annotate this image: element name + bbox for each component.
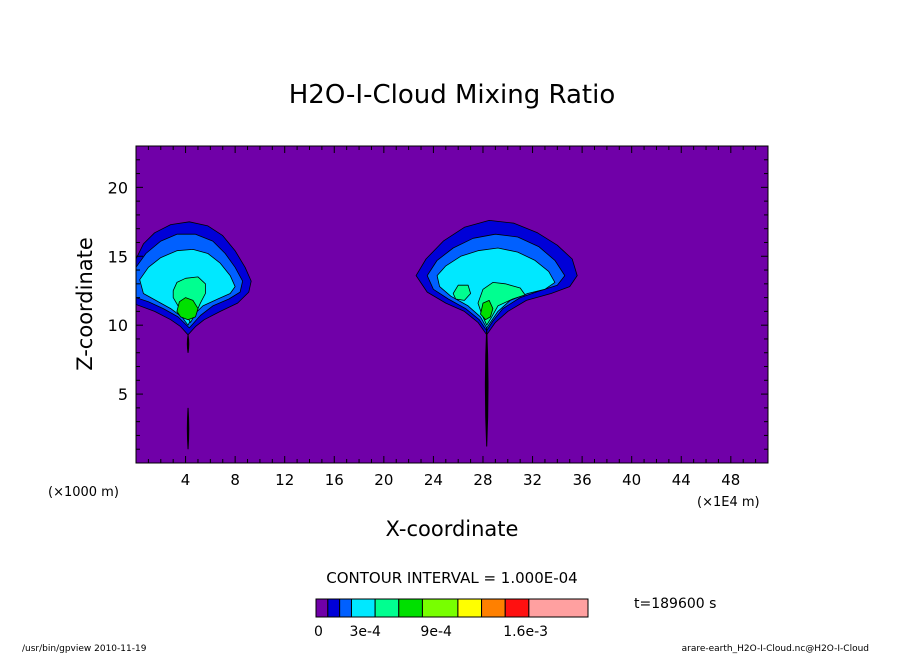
y-tick-label: 5 bbox=[118, 385, 128, 404]
cloud-2 bbox=[415, 220, 578, 447]
x-tick-label: 20 bbox=[374, 471, 393, 489]
colorbar-swatch bbox=[327, 598, 341, 618]
x-tick-label: 8 bbox=[230, 471, 240, 489]
contour-band-level-5 bbox=[452, 284, 471, 301]
colorbar-swatch bbox=[350, 598, 376, 618]
x-axis-label: X-coordinate bbox=[386, 517, 519, 541]
x-tick-label: 4 bbox=[181, 471, 191, 489]
colorbar-labels: 0 3e-4 9e-4 1.6e-3 bbox=[314, 624, 548, 640]
x-tick-label: 44 bbox=[672, 471, 691, 489]
y-tick-label: 15 bbox=[108, 247, 128, 266]
colorbar-swatch bbox=[504, 598, 530, 618]
cloud-1 bbox=[136, 221, 252, 450]
x-tick-label: 12 bbox=[275, 471, 294, 489]
y-tick-label: 20 bbox=[108, 178, 128, 197]
y-axis-label: Z-coordinate bbox=[73, 237, 97, 371]
x-tick-label: 16 bbox=[325, 471, 344, 489]
colorbar-swatch bbox=[398, 598, 423, 618]
colorbar-swatch bbox=[481, 598, 506, 618]
colorbar-swatch bbox=[421, 598, 459, 618]
colorbar-swatch bbox=[528, 598, 589, 618]
contour-interval-text: CONTOUR INTERVAL = 1.000E-04 bbox=[326, 569, 577, 587]
colorbar-tick-label: 1.6e-3 bbox=[503, 624, 548, 640]
y-tick-label: 10 bbox=[108, 316, 128, 335]
x-axis-unit-left: (×1000 m) bbox=[48, 485, 119, 500]
x-tick-label: 36 bbox=[573, 471, 592, 489]
x-tick-label: 32 bbox=[523, 471, 542, 489]
colorbar-swatch bbox=[315, 598, 329, 618]
x-axis-unit-right: (×1E4 m) bbox=[697, 495, 760, 510]
x-tick-label: 24 bbox=[424, 471, 443, 489]
colorbar bbox=[315, 598, 589, 618]
x-tick-label: 48 bbox=[721, 471, 740, 489]
colorbar-swatch bbox=[374, 598, 400, 618]
plot-area bbox=[135, 145, 769, 464]
x-axis-ticks: 4 8 12 16 20 24 28 32 36 40 44 48 bbox=[147, 146, 757, 489]
colorbar-tick-label: 9e-4 bbox=[420, 624, 452, 640]
colorbar-tick-label: 3e-4 bbox=[349, 624, 381, 640]
contour-band-level-7 bbox=[480, 300, 494, 321]
chart-title: H2O-I-Cloud Mixing Ratio bbox=[289, 80, 616, 110]
contour-stem bbox=[484, 327, 489, 447]
x-tick-label: 28 bbox=[473, 471, 492, 489]
footer-right: arare-earth_H2O-I-Cloud.nc@H2O-I-Cloud bbox=[682, 644, 869, 654]
x-tick-label: 40 bbox=[622, 471, 641, 489]
contour-band-level-7 bbox=[176, 297, 199, 321]
footer-left: /usr/bin/gpview 2010-11-19 bbox=[22, 644, 147, 654]
time-label: t=189600 s bbox=[634, 596, 716, 612]
contour-stem bbox=[186, 407, 190, 450]
y-axis-ticks: 5 10 15 20 bbox=[108, 159, 768, 450]
colorbar-swatch bbox=[339, 598, 352, 618]
colorbar-swatch bbox=[457, 598, 483, 618]
contour-stem bbox=[186, 334, 190, 353]
plot-frame bbox=[135, 145, 769, 464]
colorbar-tick-label: 0 bbox=[314, 624, 323, 640]
